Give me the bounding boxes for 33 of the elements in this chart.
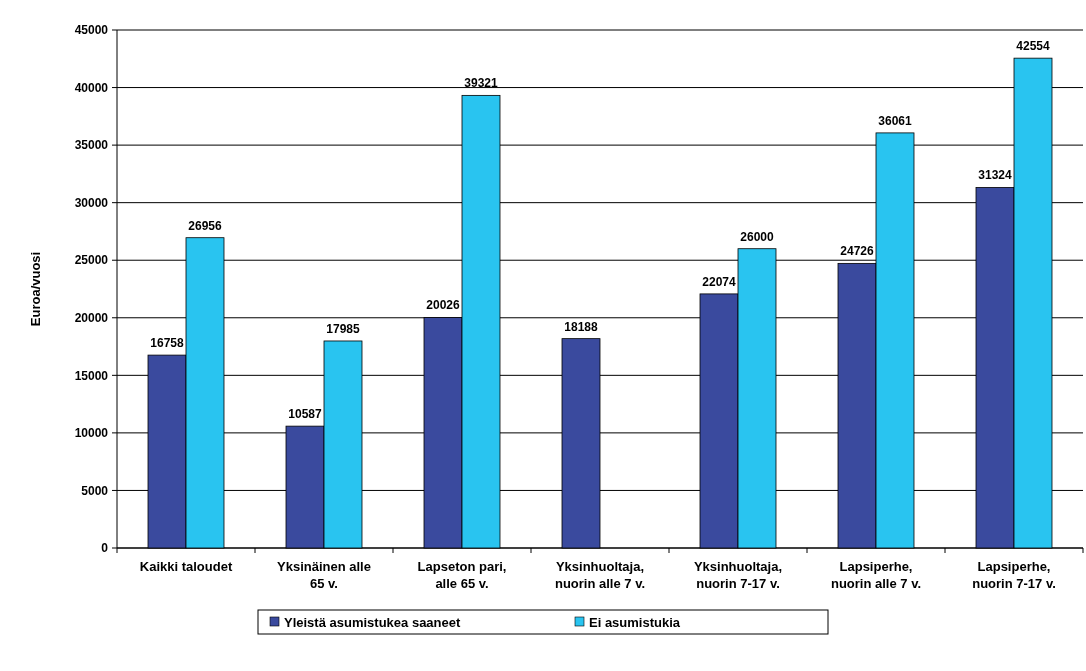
data-label: 17985	[326, 321, 361, 336]
x-tick-label: Lapsiperhe, nuorin alle 7 v.	[830, 559, 922, 591]
legend-label: Yleistä asumistukea saaneet	[284, 614, 461, 630]
x-tick-label: Yksinhuoltaja, nuorin 7-17 v.	[693, 559, 783, 591]
y-tick-label: 45000	[74, 23, 109, 38]
y-tick-label: 5000	[81, 483, 109, 498]
data-label: 10587	[288, 407, 323, 422]
legend-label: Ei asumistukia	[589, 614, 681, 630]
y-tick-label: 20000	[74, 310, 109, 325]
x-tick-label: Lapseton pari, alle 65 v.	[417, 559, 507, 591]
data-label: 26956	[188, 218, 223, 233]
y-axis-title: Euroa/vuosi	[28, 251, 43, 327]
y-tick-label: 25000	[74, 253, 109, 268]
y-tick-label: 0	[101, 541, 109, 556]
data-label: 26000	[740, 229, 775, 244]
data-label: 22074	[702, 274, 737, 289]
x-tick-label: Yksinhuoltaja, nuorin alle 7 v.	[554, 559, 646, 591]
x-tick-label: Yksinäinen alle 65 v.	[277, 559, 371, 591]
y-tick-label: 10000	[74, 426, 109, 441]
data-label: 36061	[878, 113, 913, 128]
data-label: 24726	[840, 244, 875, 259]
y-tick-label: 30000	[74, 195, 109, 210]
data-label: 20026	[426, 298, 461, 313]
data-label: 39321	[464, 76, 499, 91]
data-label: 16758	[150, 336, 185, 351]
y-tick-label: 35000	[74, 138, 109, 153]
x-tick-label: Kaikki taloudet	[139, 559, 233, 574]
data-label: 18188	[564, 319, 599, 334]
y-tick-label: 40000	[74, 80, 109, 95]
data-label: 42554	[1016, 39, 1051, 54]
data-label: 31324	[978, 168, 1013, 183]
x-tick-label: Lapsiperhe, nuorin 7-17 v.	[972, 559, 1056, 591]
y-tick-label: 15000	[74, 368, 109, 383]
